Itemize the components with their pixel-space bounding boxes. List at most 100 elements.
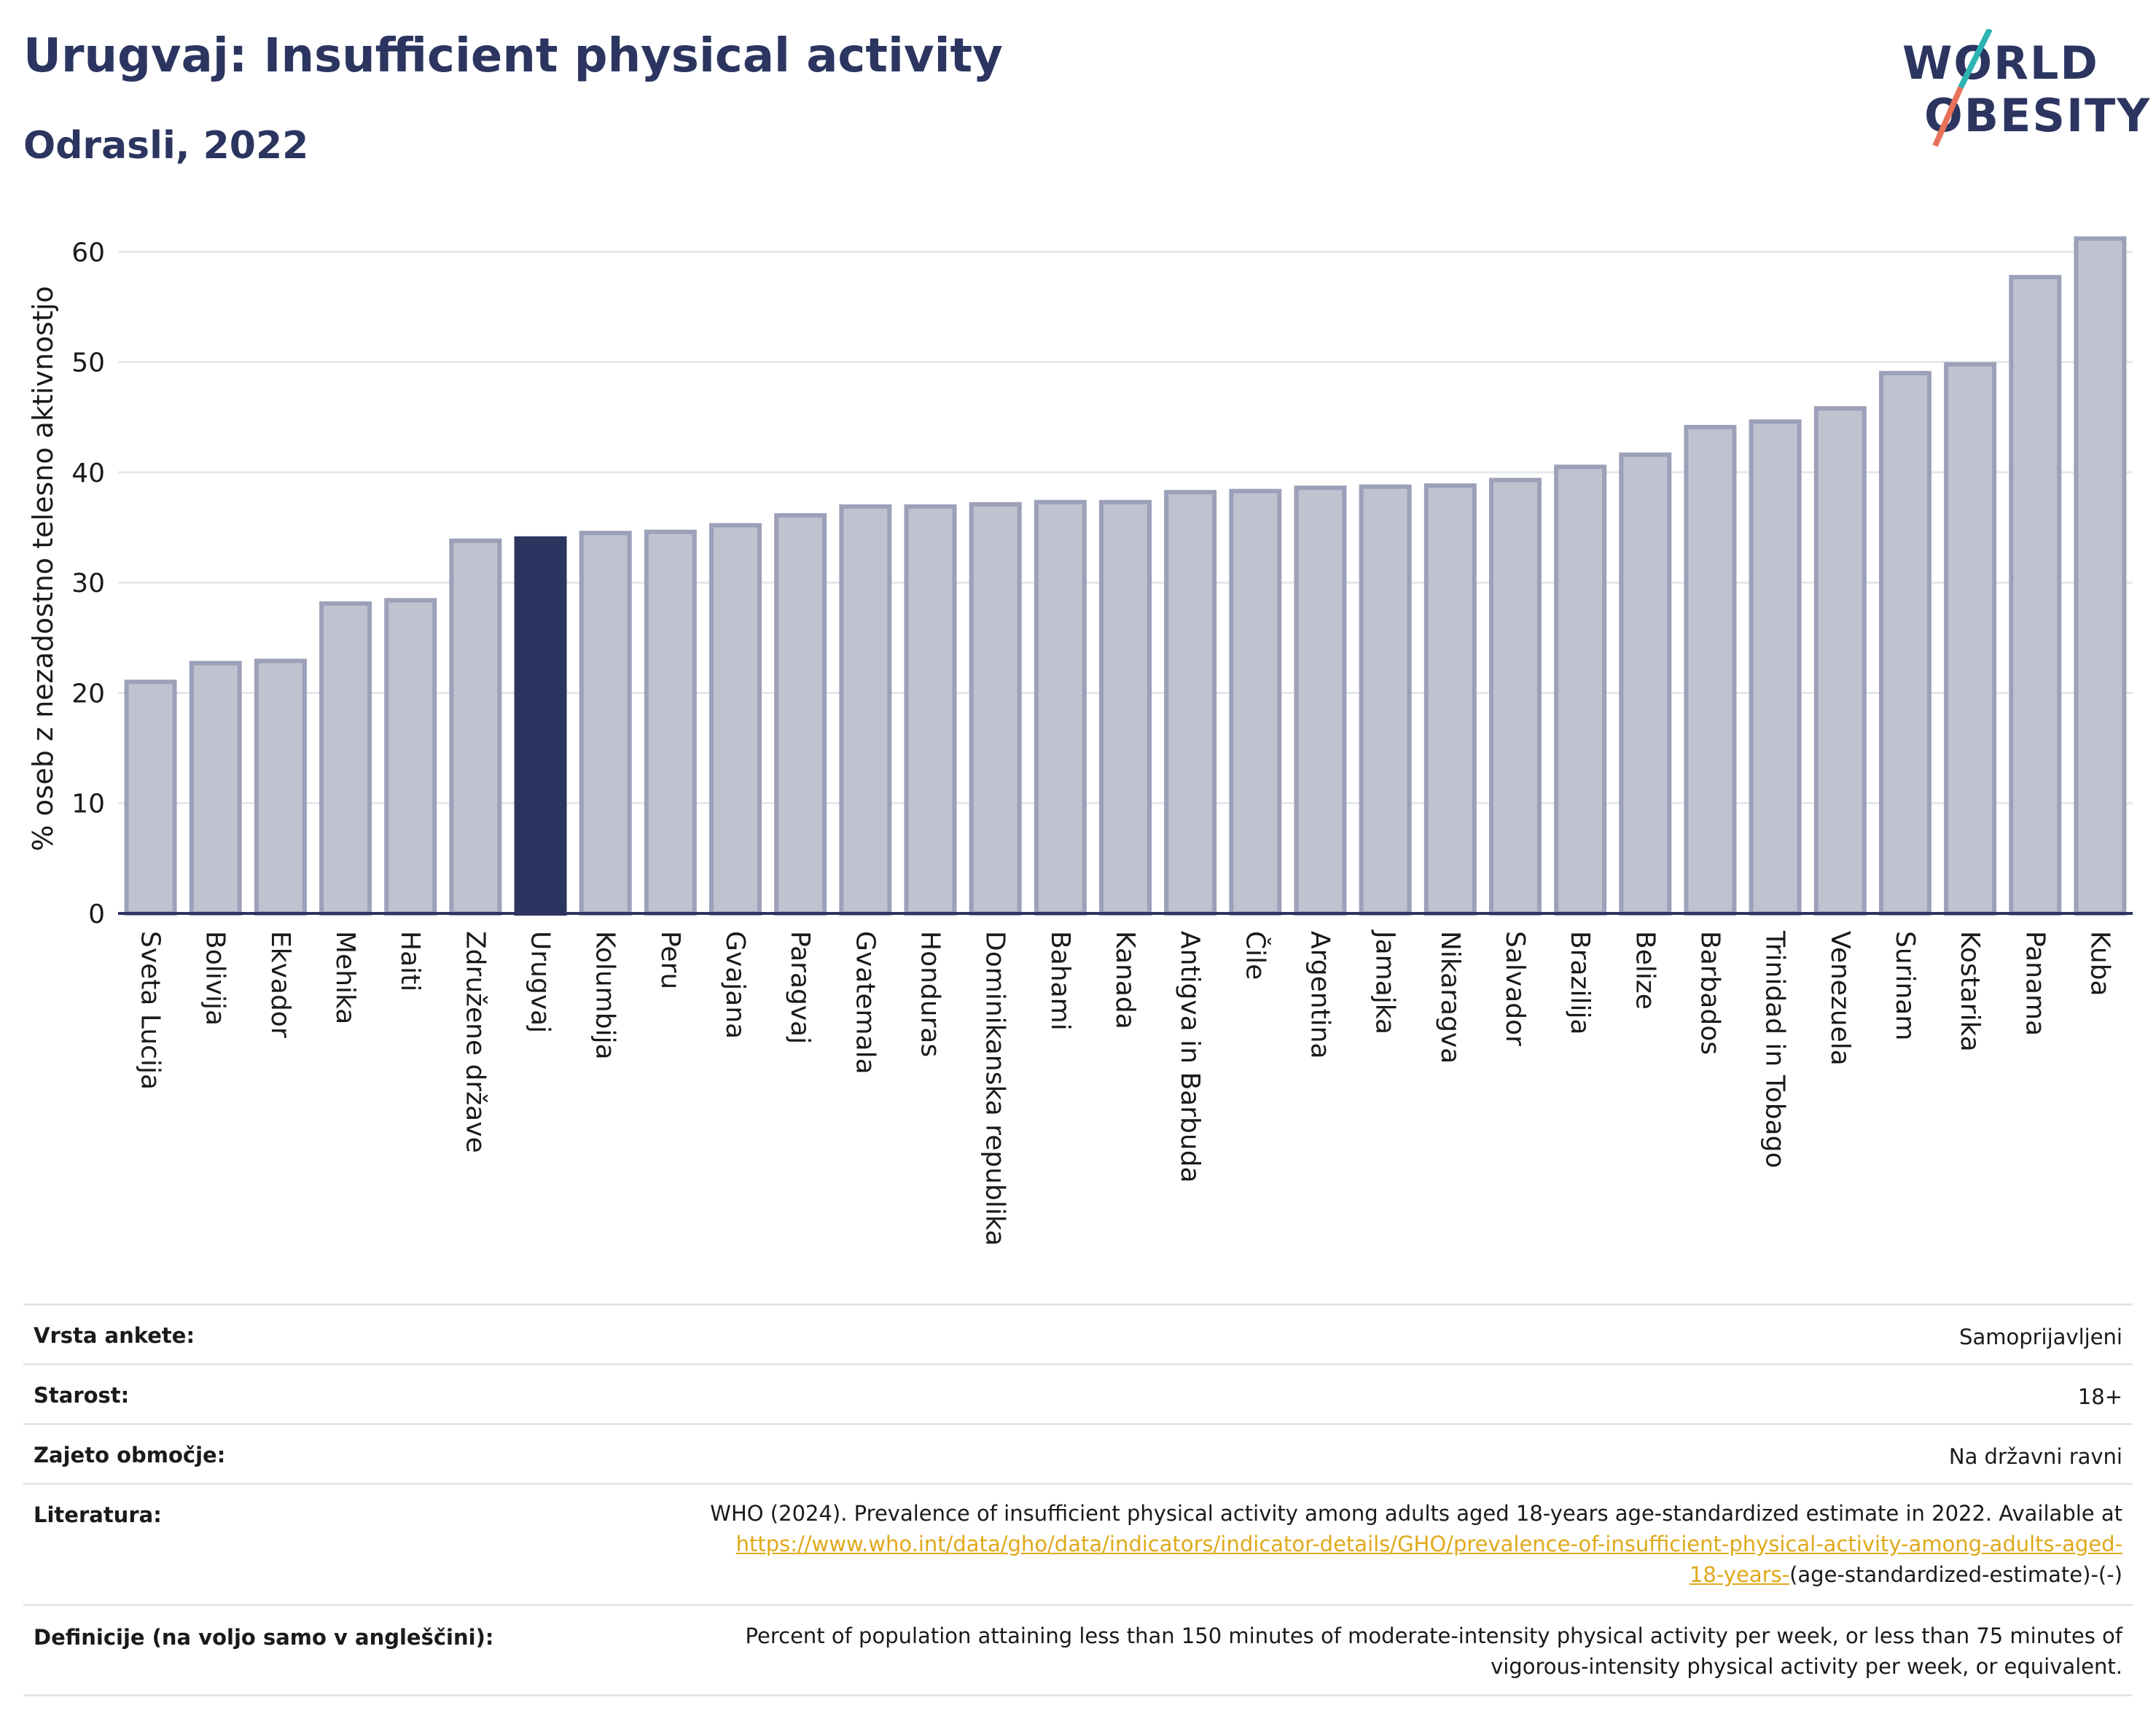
page-subtitle: Odrasli, 2022 <box>23 124 309 168</box>
reference-link[interactable]: https://www.who.int/data/gho/data/indica… <box>735 1532 2122 1556</box>
bar <box>1619 452 1672 916</box>
reference-value: WHO (2024). Prevalence of insufficient p… <box>552 1483 2133 1605</box>
bar <box>904 504 957 916</box>
definition-label: Definicije (na voljo samo v angleščini): <box>23 1604 553 1696</box>
x-tick-label: Belize <box>1630 931 1660 1010</box>
definition-line-2: vigorous-intensity physical activity per… <box>1491 1654 2122 1679</box>
metadata-table: Vrsta ankete: Samoprijavljeni Starost: 1… <box>23 1303 2133 1696</box>
bar <box>2009 275 2062 916</box>
x-tick-label: Honduras <box>915 931 945 1057</box>
reference-label: Literatura: <box>23 1483 553 1605</box>
bar <box>1294 486 1347 916</box>
definition-line-1: Percent of population attaining less tha… <box>745 1623 2122 1648</box>
reference-text: WHO (2024). Prevalence of insufficient p… <box>710 1501 2122 1526</box>
bar <box>1034 499 1087 916</box>
bar <box>774 512 827 916</box>
bar-chart: 0 10 20 30 40 50 60 Sveta Lucija Bolivija Ekvador… <box>27 236 2133 1246</box>
age-label: Starost: <box>23 1363 553 1424</box>
x-tick-label: Urugvaj <box>526 931 555 1033</box>
x-tick-label: Sveta Lucija <box>136 931 165 1090</box>
x-tick-label: Surinam <box>1890 931 1920 1040</box>
bar <box>1359 484 1412 916</box>
bar <box>1229 488 1282 916</box>
x-tick-label: Kanada <box>1110 931 1140 1029</box>
x-tick-label: Haiti <box>395 931 425 991</box>
survey-label: Vrsta ankete: <box>23 1303 553 1365</box>
x-tick-label: Mehika <box>330 931 360 1024</box>
bar <box>1749 419 1802 916</box>
axes: 0 10 20 30 40 50 60 Sveta Lucija Bolivija Ekvador… <box>71 238 2133 1246</box>
x-tick-label: Trinidad in Tobago <box>1760 930 1790 1168</box>
x-tick-label: Kostarika <box>1955 931 1985 1052</box>
x-tick-label: Gvatemala <box>850 931 880 1075</box>
y-axis-label: % oseb z nezadostno telesno aktivnostjo <box>27 286 59 851</box>
x-tick-label: Čile <box>1240 931 1270 980</box>
x-tick-label: Nikaragva <box>1435 931 1465 1064</box>
x-tick-label: Jamajka <box>1370 929 1400 1034</box>
x-tick-label: Antigva in Barbuda <box>1175 931 1205 1183</box>
x-tick-label: Kuba <box>2085 931 2114 997</box>
survey-value: Samoprijavljeni <box>552 1303 2133 1365</box>
bar <box>449 538 502 916</box>
info-row-reference: Literatura: WHO (2024). Prevalence of in… <box>23 1483 2133 1605</box>
x-tick-label: Dominikanska republika <box>980 931 1010 1246</box>
bars <box>124 236 2127 916</box>
logo-slash-icon <box>1932 29 1993 147</box>
x-tick-label: Argentina <box>1305 931 1335 1059</box>
x-tick-label: Ekvador <box>265 931 295 1038</box>
bar <box>1164 490 1217 916</box>
y-tick-label: 10 <box>71 789 105 819</box>
x-tick-label: Kolumbija <box>590 931 620 1060</box>
coverage-label: Zajeto območje: <box>23 1423 553 1484</box>
bar <box>969 502 1022 916</box>
coverage-value: Na državni ravni <box>552 1423 2133 1484</box>
y-tick-label: 20 <box>71 679 105 709</box>
bar <box>189 660 242 916</box>
x-tick-label: Združene države <box>460 931 490 1153</box>
logo-line-1: WORLD <box>1902 36 2099 90</box>
bar <box>709 523 762 916</box>
bar <box>1813 406 1867 916</box>
reference-link-continued[interactable]: 18-years- <box>1689 1562 1790 1587</box>
logo-line-2: OBESITY <box>1924 89 2152 142</box>
bar <box>2074 236 2127 916</box>
bar <box>1684 424 1737 916</box>
y-tick-label: 40 <box>71 459 105 488</box>
page-title: Urugvaj: Insufficient physical activity <box>23 29 1003 83</box>
bar <box>1554 464 1607 916</box>
bar <box>579 531 632 916</box>
bar <box>514 536 567 916</box>
x-tick-label: Paragvaj <box>785 931 815 1044</box>
age-value: 18+ <box>552 1363 2133 1424</box>
info-row-definition: Definicije (na voljo samo v angleščini):… <box>23 1604 2133 1696</box>
bar <box>1099 499 1152 916</box>
y-tick-label: 60 <box>71 238 105 268</box>
bar <box>1944 362 1997 916</box>
bar <box>319 601 372 916</box>
bar <box>1423 483 1477 916</box>
world-obesity-logo: WORLD OBESITY <box>1902 29 2149 153</box>
bar <box>839 504 892 916</box>
x-tick-label: Panama <box>2020 931 2050 1036</box>
reference-tail: (age-standardized-estimate)-(-) <box>1789 1562 2122 1587</box>
bar <box>1488 477 1542 916</box>
x-tick-label: Bahami <box>1045 931 1075 1031</box>
bar <box>644 529 697 916</box>
info-row-coverage: Zajeto območje: Na državni ravni <box>23 1423 2133 1484</box>
definition-value: Percent of population attaining less tha… <box>552 1604 2133 1696</box>
info-row-age: Starost: 18+ <box>23 1363 2133 1424</box>
y-tick-label: 0 <box>88 900 105 929</box>
bar <box>384 598 437 916</box>
x-tick-label: Bolivija <box>200 931 230 1026</box>
x-tick-label: Venezuela <box>1825 931 1855 1066</box>
x-tick-label: Barbados <box>1695 931 1725 1055</box>
x-tick-label: Peru <box>655 931 685 989</box>
x-tick-label: Gvajana <box>720 931 750 1039</box>
y-tick-label: 50 <box>71 348 105 378</box>
bar <box>254 658 307 916</box>
x-tick-label: Brazilija <box>1565 931 1595 1035</box>
y-tick-label: 30 <box>71 569 105 599</box>
x-tick-label: Salvador <box>1500 931 1530 1046</box>
info-row-survey: Vrsta ankete: Samoprijavljeni <box>23 1303 2133 1365</box>
bar <box>124 679 177 916</box>
